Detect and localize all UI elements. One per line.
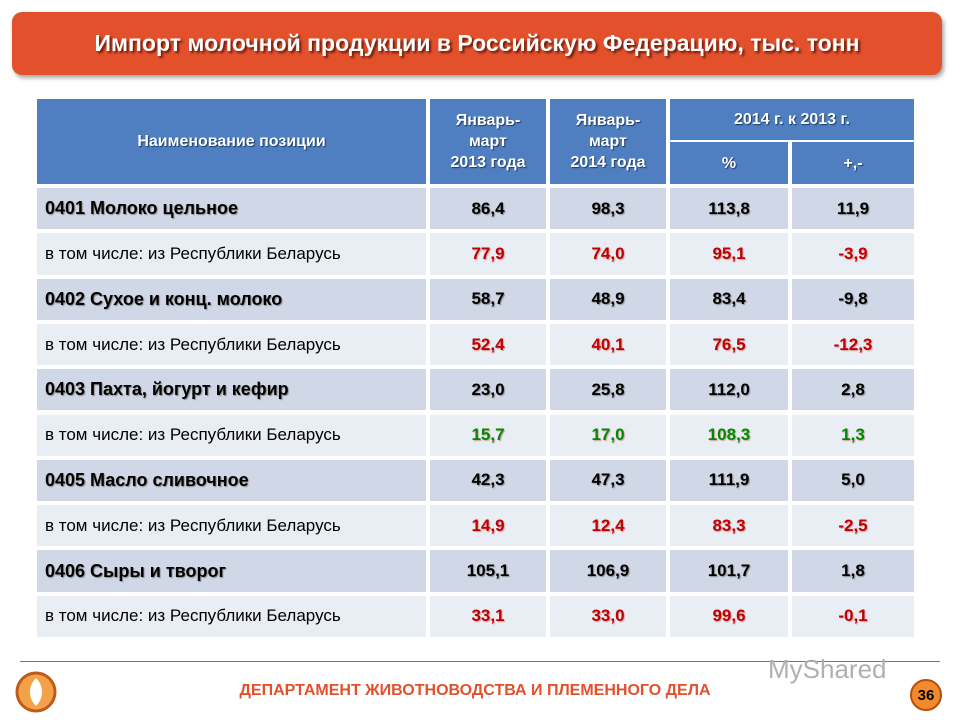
row-label: 0406 Сыры и творог — [35, 548, 428, 594]
row-label: в том числе: из Республики Беларусь — [35, 412, 428, 458]
row-label: 0405 Масло сливочное — [35, 457, 428, 504]
value-cell: 98,3 — [548, 186, 668, 232]
value-cell: 14,9 — [428, 503, 548, 549]
header-line: 2013 года — [450, 154, 526, 171]
value-cell: -12,3 — [790, 321, 916, 368]
row-label: в том числе: из Республики Беларусь — [35, 593, 428, 639]
header-line: Январь- — [455, 112, 521, 129]
header-cell: Январь-март 2014 года — [548, 97, 668, 186]
department: ДЕПАРТАМЕНТ ЖИВОТНОВОДСТВА И ПЛЕМЕННОГО … — [239, 682, 711, 699]
value-cell: 12,4 — [548, 503, 668, 549]
value-cell: 17,0 — [548, 412, 668, 458]
value-cell: 74,0 — [548, 231, 668, 277]
value-cell: 77,9 — [428, 231, 548, 277]
value-cell: 25,8 — [548, 367, 668, 413]
header-line: март — [589, 133, 627, 150]
value-cell: 105,1 — [428, 548, 548, 594]
value-cell: 33,0 — [548, 593, 668, 639]
value-cell: 15,7 — [428, 412, 548, 458]
value-cell: -0,1 — [790, 593, 916, 639]
value-cell: 1,3 — [790, 412, 916, 458]
value-cell: -2,5 — [790, 503, 916, 549]
value-cell: -9,8 — [790, 276, 916, 322]
value-cell: 76,5 — [668, 321, 790, 368]
value-cell: 33,1 — [428, 593, 548, 639]
header-line: март — [469, 133, 507, 150]
value-cell: 99,6 — [668, 593, 790, 639]
value-cell: 106,9 — [548, 548, 668, 594]
header-cell: Январь-март 2013 года — [428, 97, 548, 186]
header-line: 2014 года — [570, 154, 646, 171]
watermark: MyShared — [768, 654, 887, 684]
row-label: 0401 Молоко цельное — [35, 186, 428, 232]
header-cell: Наименование позиции — [35, 97, 428, 186]
row-label: в том числе: из Республики Беларусь — [35, 321, 428, 368]
value-cell: 58,7 — [428, 276, 548, 322]
value-cell: 23,0 — [428, 367, 548, 413]
header-line: Январь- — [575, 112, 641, 129]
header-cell: 2014 г. к 2013 г. — [668, 97, 916, 142]
value-cell: 40,1 — [548, 321, 668, 368]
value-cell: 1,8 — [790, 548, 916, 594]
title-banner: Импорт молочной продукции в Российскую Ф… — [12, 12, 942, 75]
value-cell: 112,0 — [668, 367, 790, 413]
value-cell: 48,9 — [548, 276, 668, 322]
value-cell: 83,3 — [668, 503, 790, 549]
value-cell: 95,1 — [668, 231, 790, 277]
row-label: 0403 Пахта, йогурт и кефир — [35, 367, 428, 413]
value-cell: 47,3 — [548, 457, 668, 504]
value-cell: 111,9 — [668, 457, 790, 504]
row-label: в том числе: из Республики Беларусь — [35, 231, 428, 277]
value-cell: 113,8 — [668, 186, 790, 232]
value-cell: 52,4 — [428, 321, 548, 368]
value-cell: 42,3 — [428, 457, 548, 504]
logo — [15, 671, 57, 713]
page-number: 36 — [910, 679, 942, 711]
value-cell: 86,4 — [428, 186, 548, 232]
value-cell: 5,0 — [790, 457, 916, 504]
title: Импорт молочной продукции в Российскую Ф… — [94, 30, 860, 56]
value-cell: -3,9 — [790, 231, 916, 277]
footer-line — [20, 661, 940, 662]
value-cell: 11,9 — [790, 186, 916, 232]
header-cell: +,- — [790, 140, 916, 186]
value-cell: 108,3 — [668, 412, 790, 458]
value-cell: 101,7 — [668, 548, 790, 594]
row-label: в том числе: из Республики Беларусь — [35, 503, 428, 549]
value-cell: 83,4 — [668, 276, 790, 322]
value-cell: 2,8 — [790, 367, 916, 413]
row-label: 0402 Сухое и конц. молоко — [35, 276, 428, 322]
header-cell: % — [668, 140, 790, 186]
